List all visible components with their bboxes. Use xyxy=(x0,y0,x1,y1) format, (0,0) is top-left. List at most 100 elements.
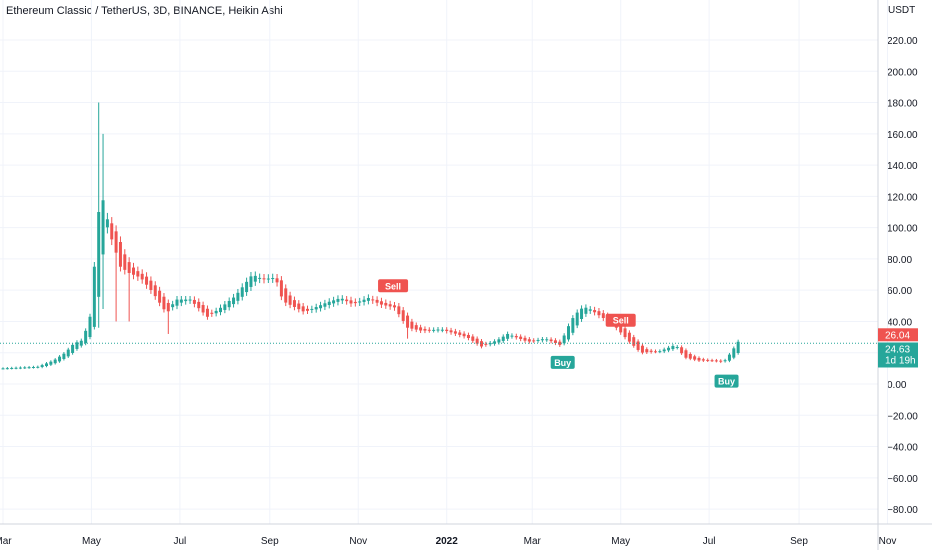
candle-body xyxy=(205,308,209,317)
candle-body xyxy=(514,336,518,338)
chart-title: Ethereum Classic / TetherUS, 3D, BINANCE… xyxy=(6,5,283,17)
candle-body xyxy=(118,242,122,267)
candle-body xyxy=(675,346,679,348)
y-tick-label: 100.00 xyxy=(887,224,918,235)
candle-body xyxy=(549,339,553,342)
candle-body xyxy=(5,368,9,370)
candle-body xyxy=(97,212,101,297)
candle-body xyxy=(519,336,523,339)
candle-body xyxy=(632,337,636,346)
candle-body xyxy=(36,366,40,368)
signal-label-buy[interactable] xyxy=(550,355,575,369)
candle-body xyxy=(719,360,723,362)
candle-body xyxy=(253,275,257,282)
signal-text: Buy xyxy=(718,377,735,387)
candle-body xyxy=(336,298,340,302)
candle-body xyxy=(706,359,710,361)
candle-body xyxy=(436,329,440,331)
signal-label-buy[interactable] xyxy=(714,374,739,388)
candle-body xyxy=(136,271,140,277)
y-tick-label: 180.00 xyxy=(887,99,918,110)
candle-body xyxy=(349,300,353,304)
candle-body xyxy=(580,308,584,320)
candle-body xyxy=(271,278,275,280)
signal-text: Sell xyxy=(613,316,629,326)
y-tick-label: 80.00 xyxy=(887,255,912,266)
candle-body xyxy=(623,328,627,338)
y-tick-label: −80.00 xyxy=(887,505,918,516)
candle-body xyxy=(175,299,179,306)
candle-body xyxy=(14,367,18,369)
candle-body xyxy=(314,307,318,310)
x-tick-label: Jul xyxy=(703,536,716,547)
candle-body xyxy=(53,359,57,364)
candle-body xyxy=(310,308,314,310)
candle-body xyxy=(184,299,188,302)
candle-body xyxy=(406,315,410,328)
candle-body xyxy=(71,344,75,353)
candle-body xyxy=(488,343,492,345)
candle-body xyxy=(593,310,597,313)
candle-body xyxy=(75,342,79,349)
signal-label-sell[interactable] xyxy=(378,279,409,293)
candle-body xyxy=(453,331,457,334)
candle-body xyxy=(240,287,244,297)
currency-label: USDT xyxy=(888,5,915,16)
y-tick-label: 140.00 xyxy=(887,161,918,172)
candle-body xyxy=(201,305,205,313)
candle-body xyxy=(219,307,222,313)
candle-body xyxy=(101,200,105,255)
candle-body xyxy=(584,307,588,314)
candle-body xyxy=(532,340,536,342)
candle-body xyxy=(149,280,153,290)
signal-label-sell[interactable] xyxy=(605,313,636,327)
candle-body xyxy=(379,301,383,305)
candle-body xyxy=(640,345,644,353)
x-tick-label: Sep xyxy=(790,536,808,547)
candle-body xyxy=(449,330,453,333)
candle-body xyxy=(601,313,605,319)
candle-body xyxy=(92,266,96,327)
candle-body xyxy=(536,339,540,341)
candle-body xyxy=(45,363,48,367)
x-tick-label: May xyxy=(82,536,101,547)
candle-body xyxy=(423,328,427,331)
candle-body xyxy=(401,310,405,321)
candle-body xyxy=(493,341,497,344)
candle-body xyxy=(188,299,192,301)
candle-body xyxy=(558,341,562,345)
candle-body xyxy=(23,367,27,369)
candle-body xyxy=(484,343,488,345)
candle-body xyxy=(366,298,370,301)
candle-body xyxy=(84,330,88,344)
candle-body xyxy=(10,367,14,369)
candle-body xyxy=(327,301,331,306)
last-price-tag xyxy=(878,342,918,368)
candle-body xyxy=(297,303,301,310)
countdown-value: 1d 19h xyxy=(885,355,916,366)
candle-body xyxy=(266,278,270,280)
candle-body xyxy=(440,329,444,331)
candle-body xyxy=(667,347,671,351)
candle-body xyxy=(388,304,392,307)
candle-body xyxy=(680,347,684,354)
candle-body xyxy=(393,305,396,308)
x-tick-label: 2022 xyxy=(436,536,459,547)
candle-body xyxy=(301,306,305,312)
candle-body xyxy=(288,295,292,305)
candle-body xyxy=(475,338,479,344)
candle-body xyxy=(292,300,296,307)
candle-body xyxy=(210,312,214,314)
candle-body xyxy=(223,304,227,310)
signal-text: Buy xyxy=(554,358,571,368)
x-tick-label: Sep xyxy=(261,536,279,547)
candle-body xyxy=(232,297,236,305)
candle-body xyxy=(145,276,149,285)
candle-body xyxy=(340,298,344,301)
candle-body xyxy=(371,299,375,301)
candle-body xyxy=(58,356,62,362)
x-tick-label: Nov xyxy=(349,536,367,547)
candle-body xyxy=(571,318,575,333)
candle-body xyxy=(362,299,366,302)
